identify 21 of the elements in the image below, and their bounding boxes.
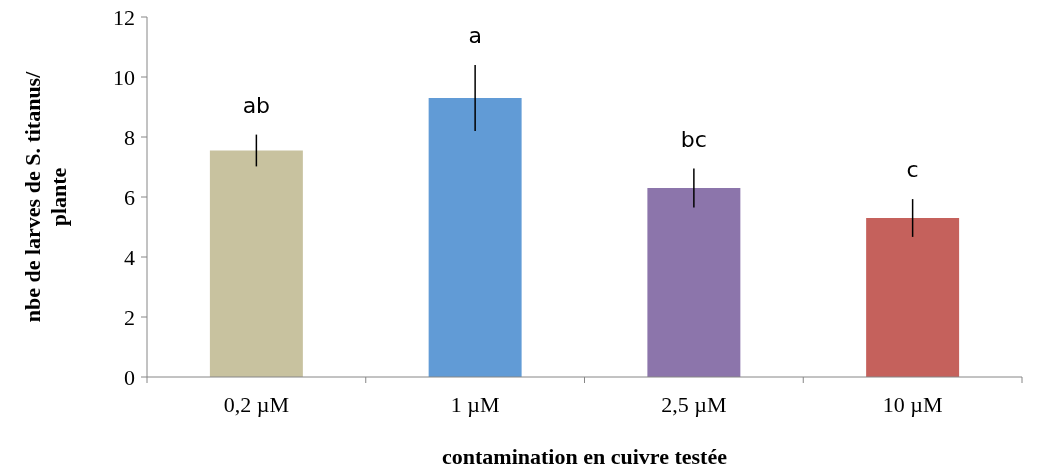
y-tick-label: 4 xyxy=(124,244,135,270)
y-tick-label: 6 xyxy=(124,184,135,210)
bar xyxy=(428,98,522,377)
annotation: ab xyxy=(242,92,271,118)
annotation: a xyxy=(468,23,482,48)
y-tick-label: 8 xyxy=(124,124,135,150)
bar xyxy=(647,188,741,377)
y-tick-label: 2 xyxy=(124,304,135,330)
annotation: bc xyxy=(680,126,707,152)
x-tick-label: 10 µM xyxy=(882,392,943,417)
y-tick-label: 10 xyxy=(113,64,135,90)
x-tick-label: 1 µM xyxy=(450,392,500,417)
y-axis-title: nbe de larves de S. titanus/ plante xyxy=(20,70,72,323)
annotation: c xyxy=(906,157,919,183)
y-tick-label: 0 xyxy=(124,364,135,390)
x-axis-title: contamination en cuivre testée xyxy=(442,444,728,469)
bar xyxy=(866,218,960,377)
x-tick-label: 0,2 µM xyxy=(223,392,289,417)
bar xyxy=(209,150,303,377)
y-tick-label: 12 xyxy=(113,4,135,30)
x-tick-label: 2,5 µM xyxy=(661,392,727,417)
